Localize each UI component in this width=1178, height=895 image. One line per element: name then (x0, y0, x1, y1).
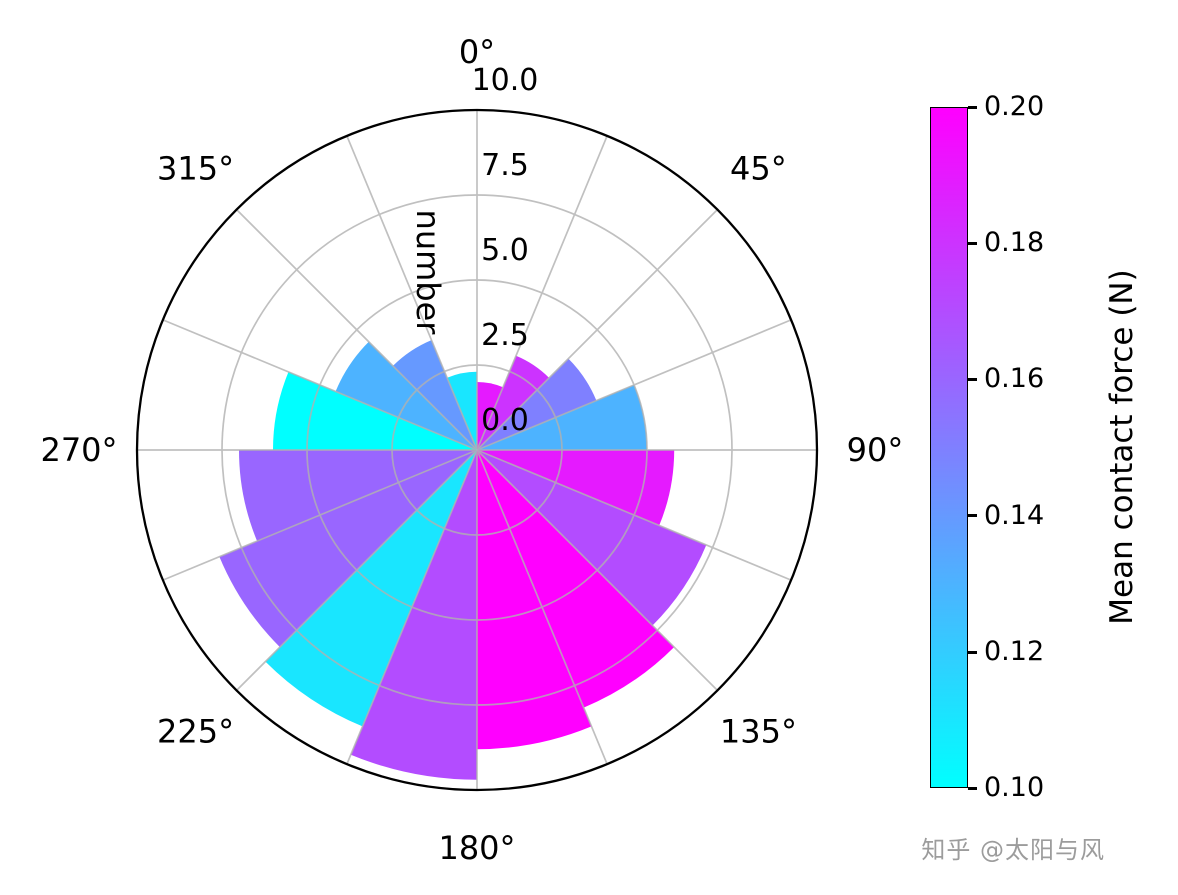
polar-bar (477, 450, 707, 626)
colorbar-tick-label: 0.18 (984, 227, 1045, 258)
angle-tick-label: 45° (730, 150, 787, 188)
angle-tick-label: 180° (438, 829, 515, 867)
radial-tick-label: 2.5 (481, 318, 529, 353)
radial-tick-label: 0.0 (481, 403, 529, 438)
polar-bar (477, 450, 675, 708)
angle-tick-label: 225° (157, 712, 234, 750)
colorbar-tick-label: 0.10 (984, 772, 1045, 803)
colorbar-tick (968, 106, 977, 109)
polar-bar (219, 450, 477, 648)
polar-bar (477, 384, 648, 450)
colorbar-tick (968, 787, 977, 790)
colorbar-tick (968, 651, 977, 654)
angle-tick-label: 315° (157, 150, 234, 188)
radial-tick-label: 7.5 (481, 148, 529, 183)
polar-bar (350, 450, 477, 780)
polar-bar (477, 358, 597, 450)
polar-bar (477, 450, 675, 526)
polar-bar (335, 341, 477, 450)
angle-tick-label: 0° (459, 33, 495, 71)
polar-bar (239, 450, 477, 542)
angle-tick-label: 270° (40, 431, 117, 469)
polar-bar (265, 450, 477, 727)
colorbar-tick (968, 378, 977, 381)
polar-outline (135, 108, 819, 792)
polar-bar (477, 355, 550, 450)
colorbar-tick-label: 0.14 (984, 500, 1045, 531)
angle-tick-label: 90° (847, 431, 904, 469)
colorbar-axis-label: Mean contact force (N) (1104, 269, 1140, 625)
watermark: 知乎 @太阳与风 (921, 836, 1105, 864)
radial-axis-label: number (409, 210, 447, 336)
colorbar-tick-label: 0.12 (984, 636, 1045, 667)
polar-bar (477, 450, 592, 750)
angle-tick-label: 135° (720, 712, 797, 750)
colorbar-tick-label: 0.16 (984, 363, 1045, 394)
polar-grid (136, 109, 818, 791)
colorbar-tick (968, 514, 977, 517)
polar-bar (272, 371, 477, 450)
colorbar-tick-label: 0.20 (984, 91, 1045, 122)
radial-tick-label: 10.0 (472, 63, 539, 98)
colorbar-gradient (930, 107, 968, 788)
radial-tick-label: 5.0 (481, 233, 529, 268)
polar-bar (392, 340, 477, 450)
polar-bars (219, 340, 707, 780)
colorbar-tick (968, 242, 977, 245)
